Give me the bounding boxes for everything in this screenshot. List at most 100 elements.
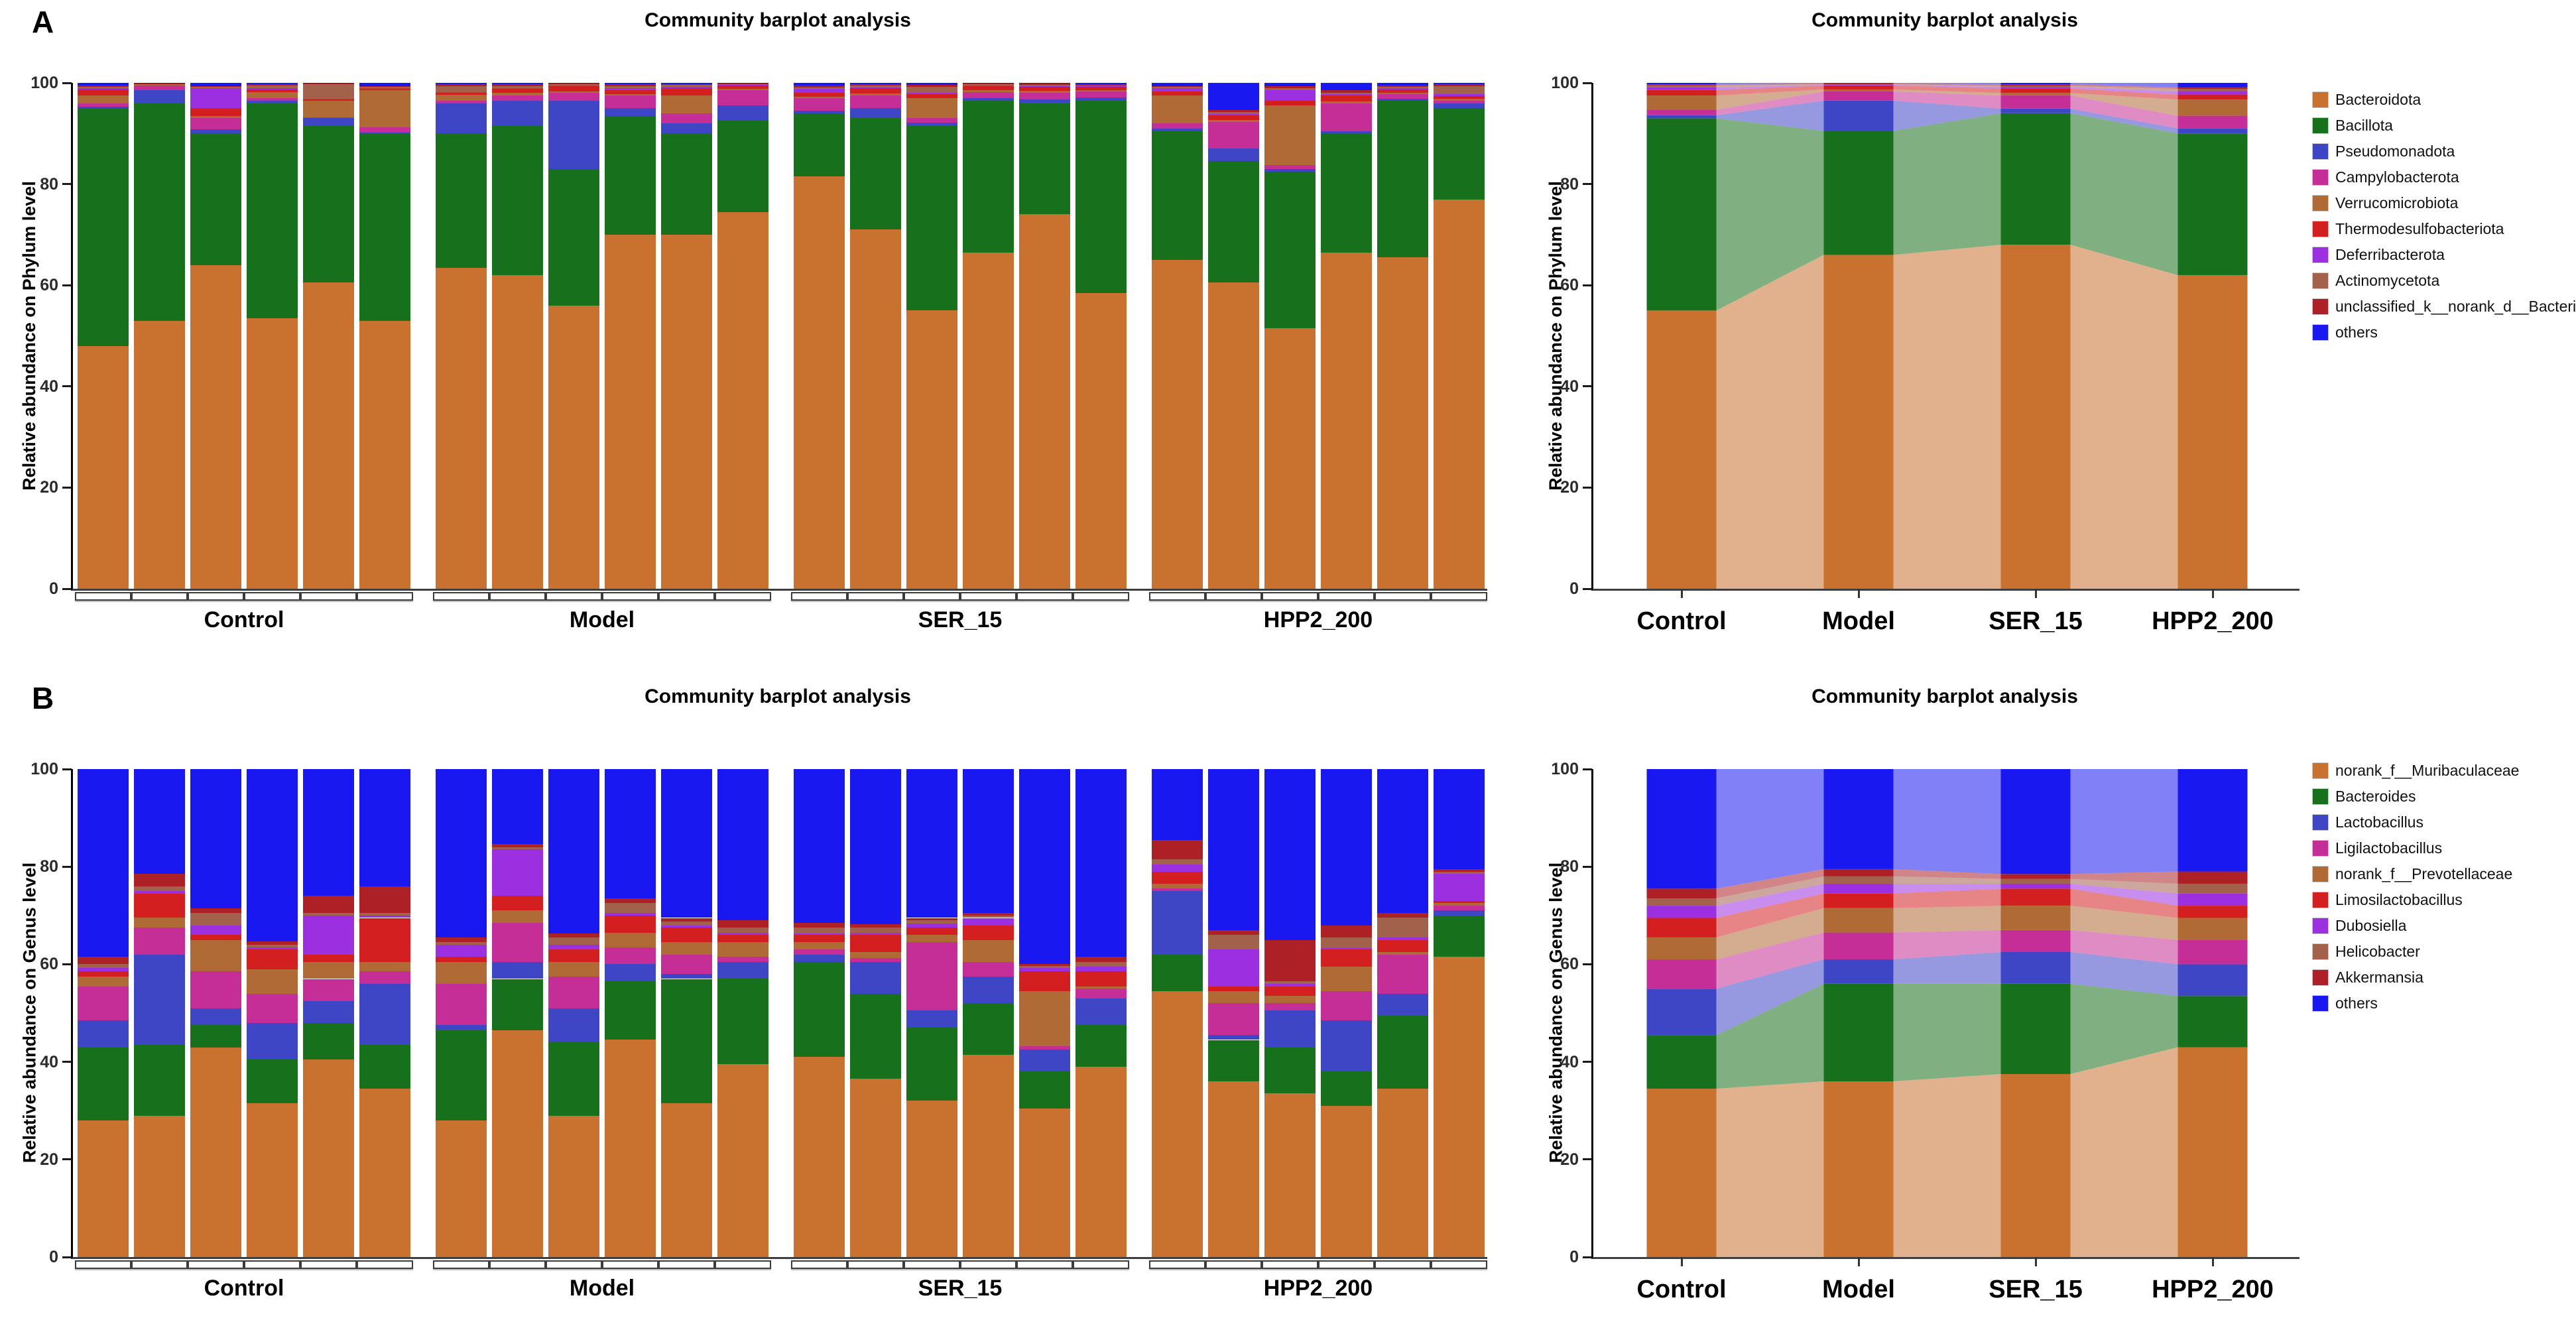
group-bar-segment bbox=[1823, 893, 1894, 908]
group-bar-segment bbox=[2000, 983, 2071, 1074]
bar-segment bbox=[1264, 983, 1316, 987]
legend-item: Akkermansia bbox=[2312, 969, 2519, 986]
legend-label: Bacteroidota bbox=[2335, 91, 2422, 108]
legend-item: others bbox=[2312, 994, 2519, 1012]
bar-segment bbox=[303, 282, 354, 589]
group-bar-segment bbox=[1646, 87, 1717, 90]
bar-segment bbox=[1377, 954, 1428, 994]
bar-segment bbox=[436, 769, 487, 937]
bar-segment bbox=[1321, 93, 1372, 96]
group-bracket-cell bbox=[131, 1260, 188, 1269]
bar-segment bbox=[1434, 906, 1485, 911]
bar-segment bbox=[1377, 918, 1428, 937]
flow-area bbox=[2070, 86, 2178, 91]
bar-segment bbox=[963, 915, 1014, 918]
bar-segment bbox=[963, 97, 1014, 101]
bar-segment bbox=[717, 85, 768, 90]
group-bracket-cell bbox=[1016, 1260, 1073, 1269]
bar-segment bbox=[906, 97, 957, 119]
bar-segment bbox=[963, 252, 1014, 589]
bar-segment bbox=[794, 176, 845, 589]
group-bar-segment bbox=[1823, 100, 1894, 131]
bar-segment bbox=[1208, 110, 1259, 113]
bar-segment bbox=[247, 969, 298, 994]
bar-segment bbox=[605, 915, 656, 933]
bar-segment bbox=[906, 1101, 957, 1257]
bar-segment bbox=[1434, 199, 1485, 589]
bar-segment bbox=[1019, 83, 1070, 84]
y-tick bbox=[62, 587, 72, 590]
group-bracket-cell bbox=[791, 1260, 847, 1269]
bar-segment bbox=[1321, 925, 1372, 937]
flow-area bbox=[1893, 930, 2001, 960]
group-bracket-cell bbox=[131, 592, 188, 601]
bar-segment bbox=[906, 310, 957, 589]
bar-segment bbox=[247, 318, 298, 589]
bar-segment bbox=[605, 947, 656, 965]
bar-segment bbox=[436, 937, 487, 943]
legend-swatch bbox=[2312, 840, 2329, 857]
legend-swatch bbox=[2312, 324, 2329, 341]
legend-item: Bacillota bbox=[2312, 117, 2576, 134]
bar-segment bbox=[661, 83, 712, 84]
group-bar-segment bbox=[1823, 83, 1894, 85]
bar-segment bbox=[1377, 93, 1428, 99]
group-bar-segment bbox=[2000, 88, 2071, 93]
bar-segment bbox=[247, 101, 298, 103]
flow-area bbox=[1716, 255, 1824, 589]
bar-segment bbox=[303, 1022, 354, 1059]
bar-segment bbox=[548, 83, 599, 84]
bar-segment bbox=[1434, 869, 1485, 872]
bar-segment bbox=[247, 85, 298, 88]
bar-segment bbox=[1377, 257, 1428, 589]
stacked-area-canvas bbox=[1646, 83, 2248, 589]
bar-segment bbox=[190, 971, 241, 1008]
bar-segment bbox=[906, 769, 957, 918]
bar-segment bbox=[78, 345, 129, 589]
group-bar-segment bbox=[2000, 113, 2071, 245]
bar-segment bbox=[963, 84, 1014, 86]
group-bar-segment bbox=[1823, 89, 1894, 91]
legend-swatch bbox=[2312, 143, 2329, 160]
group-bar-segment bbox=[2177, 115, 2248, 129]
legend-swatch bbox=[2312, 866, 2329, 882]
bar-segment bbox=[134, 84, 185, 86]
group-bracket-cell bbox=[1431, 592, 1487, 601]
y-axis-title-phylum-groups: Relative abundance on Phylum level bbox=[1546, 181, 1565, 491]
group-bar-segment bbox=[1823, 83, 1894, 84]
bar-segment bbox=[303, 125, 354, 283]
group-bracket-cell bbox=[546, 592, 602, 601]
y-tick bbox=[62, 768, 72, 770]
bar-segment bbox=[359, 915, 410, 918]
bar-segment bbox=[436, 84, 487, 86]
flow-area bbox=[1716, 89, 1824, 110]
bar-segment bbox=[548, 1042, 599, 1116]
legend-swatch bbox=[2312, 169, 2329, 186]
bar-segment bbox=[605, 93, 656, 96]
group-bracket-cell bbox=[1375, 1260, 1431, 1269]
bar-segment bbox=[492, 849, 543, 896]
legend-genus: norank_f__Muribaculaceae Bacteroides Lacto… bbox=[2312, 762, 2519, 1012]
bar-segment bbox=[436, 942, 487, 945]
y-tick bbox=[62, 183, 72, 186]
bar-segment bbox=[303, 118, 354, 126]
y-tick bbox=[62, 1061, 72, 1063]
bar-segment bbox=[1075, 91, 1127, 98]
bar-segment bbox=[1019, 964, 1070, 966]
bar-segment bbox=[190, 265, 241, 589]
y-tick bbox=[62, 82, 72, 84]
bar-segment bbox=[794, 87, 845, 90]
y-tick-label: 0 bbox=[49, 579, 58, 598]
bar-segment bbox=[1434, 903, 1485, 906]
flow-area bbox=[1716, 893, 1824, 937]
group-bar-segment bbox=[1646, 959, 1717, 989]
bar-segment bbox=[247, 103, 298, 318]
bar-segment bbox=[190, 115, 241, 119]
flow-area bbox=[1716, 876, 1824, 906]
bar-segment bbox=[906, 928, 957, 935]
group-bar-segment bbox=[1646, 888, 1717, 899]
bar-segment bbox=[303, 915, 354, 955]
group-bracket-cell bbox=[791, 592, 847, 601]
bar-segment bbox=[247, 944, 298, 947]
bar-segment bbox=[1264, 1093, 1316, 1257]
